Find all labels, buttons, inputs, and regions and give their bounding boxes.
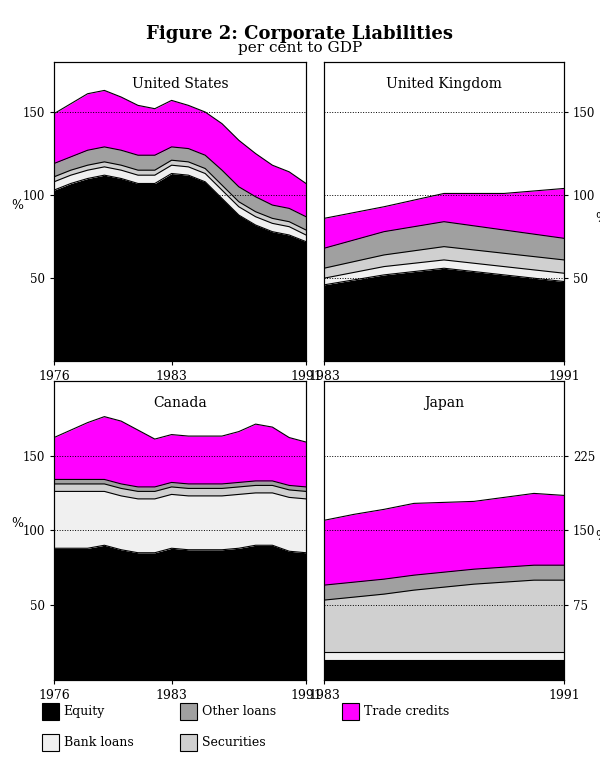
Text: Japan: Japan xyxy=(424,395,464,409)
Text: Other loans: Other loans xyxy=(202,706,276,718)
Y-axis label: %: % xyxy=(11,199,23,212)
Text: Equity: Equity xyxy=(64,706,105,718)
Y-axis label: %: % xyxy=(595,212,600,225)
Y-axis label: %: % xyxy=(595,530,600,543)
Text: United Kingdom: United Kingdom xyxy=(386,77,502,91)
Y-axis label: %: % xyxy=(11,517,23,530)
Text: Bank loans: Bank loans xyxy=(64,737,133,749)
Text: United States: United States xyxy=(131,77,229,91)
Text: Securities: Securities xyxy=(202,737,265,749)
Text: per cent to GDP: per cent to GDP xyxy=(238,41,362,55)
Text: Canada: Canada xyxy=(153,395,207,409)
Text: Trade credits: Trade credits xyxy=(364,706,449,718)
Text: Figure 2: Corporate Liabilities: Figure 2: Corporate Liabilities xyxy=(146,25,454,43)
